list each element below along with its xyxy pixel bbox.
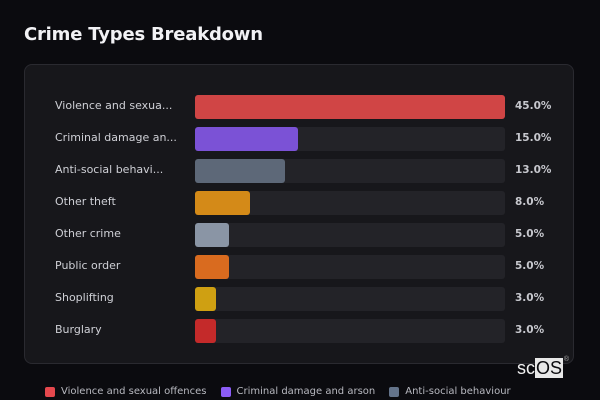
bar-fill[interactable] xyxy=(195,287,216,311)
bar-row: Other crime 5.0% xyxy=(25,223,573,247)
bar-row: Criminal damage an... 15.0% xyxy=(25,127,573,151)
bar-fill[interactable] xyxy=(195,95,505,119)
watermark-logo: scOS ® xyxy=(517,356,569,379)
bar-label: Anti-social behavi... xyxy=(55,163,164,176)
legend-label: Violence and sexual offences xyxy=(61,386,207,397)
bar-fill[interactable] xyxy=(195,127,298,151)
bar-track xyxy=(195,159,505,183)
bar-value: 45.0% xyxy=(515,100,552,112)
bar-row: Public order 5.0% xyxy=(25,255,573,279)
bar-label: Other theft xyxy=(55,195,116,208)
bar-track xyxy=(195,191,505,215)
bar-fill[interactable] xyxy=(195,191,250,215)
bar-row: Anti-social behavi... 13.0% xyxy=(25,159,573,183)
bar-track xyxy=(195,127,505,151)
chart-card: Violence and sexua... 45.0% Criminal damag… xyxy=(24,64,574,364)
bar-label: Burglary xyxy=(55,323,102,336)
bar-track xyxy=(195,287,505,311)
bar-row: Violence and sexua... 45.0% xyxy=(25,95,573,119)
legend-item[interactable]: Criminal damage and arson xyxy=(220,386,376,397)
watermark-boxed: OS xyxy=(535,358,564,378)
legend-item[interactable]: Violence and sexual offences xyxy=(45,386,207,397)
bar-value: 5.0% xyxy=(515,228,545,240)
legend-swatch-icon xyxy=(220,386,231,397)
bar-track xyxy=(195,319,505,343)
bar-row: Other theft 8.0% xyxy=(25,191,573,215)
bar-label: Shoplifting xyxy=(55,291,114,304)
bar-value: 3.0% xyxy=(515,324,545,336)
bar-value: 15.0% xyxy=(515,132,552,144)
registered-mark-icon: ® xyxy=(563,356,570,363)
bar-label: Other crime xyxy=(55,227,121,240)
legend-label: Anti-social behaviour xyxy=(405,386,511,397)
bar-fill[interactable] xyxy=(195,223,229,247)
legend-label: Criminal damage and arson xyxy=(236,386,376,397)
bar-label: Violence and sexua... xyxy=(55,99,173,112)
watermark-prefix: sc xyxy=(517,358,535,378)
bar-track xyxy=(195,223,505,247)
bar-fill[interactable] xyxy=(195,159,285,183)
bar-value: 3.0% xyxy=(515,292,545,304)
bar-row: Shoplifting 3.0% xyxy=(25,287,573,311)
chart-legend: Violence and sexual offences Criminal dam… xyxy=(45,386,511,397)
bar-value: 8.0% xyxy=(515,196,545,208)
bar-fill[interactable] xyxy=(195,255,229,279)
bar-track xyxy=(195,255,505,279)
bar-label: Criminal damage an... xyxy=(55,131,177,144)
bar-value: 5.0% xyxy=(515,260,545,272)
bar-label: Public order xyxy=(55,259,121,272)
legend-swatch-icon xyxy=(45,386,55,397)
bar-track xyxy=(195,95,505,119)
chart-title: Crime Types Breakdown xyxy=(24,24,263,45)
bar-value: 13.0% xyxy=(515,164,552,176)
bar-row: Burglary 3.0% xyxy=(25,319,573,343)
bar-fill[interactable] xyxy=(195,319,216,343)
legend-item[interactable]: Anti-social behaviour xyxy=(389,386,511,397)
legend-swatch-icon xyxy=(389,386,400,397)
